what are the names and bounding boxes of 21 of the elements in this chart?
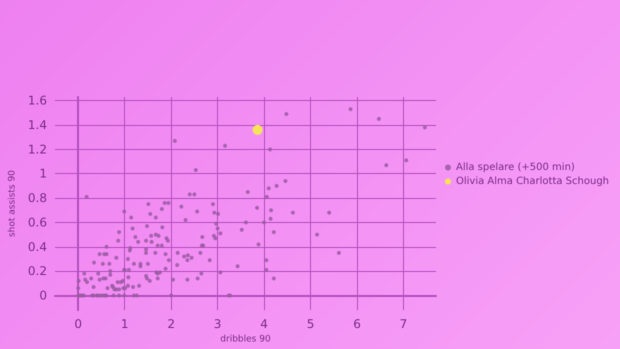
y-tick-label: 0.8 [28,191,47,206]
legend-label: Olivia Alma Charlotta Schough [456,176,610,187]
x-tick-label: 7 [400,317,408,332]
y-axis-title: shot assists 90 [8,170,18,238]
x-tick-label: 0 [74,317,82,332]
y-tick-label: 1.6 [28,94,47,108]
y-tick-label: 1.4 [28,118,47,132]
y-tick-label: 1 [39,166,47,181]
y-tick-label: 1.2 [28,142,47,156]
x-tick-label: 1 [120,317,128,332]
y-tick-label: 0 [39,288,47,302]
y-tick-label: 0.2 [28,264,47,278]
y-tick-label: 0.6 [28,215,47,230]
y-tick-label: 0.4 [28,240,47,254]
x-tick-label: 2 [167,317,175,332]
x-tick-label: 3 [214,317,222,332]
x-tick-label: 6 [353,317,361,332]
x-tick-label: 5 [306,317,314,332]
x-axis-title: dribbles 90 [220,334,271,344]
x-tick-label: 4 [260,317,268,332]
legend-label: Alla spelare (+500 min) [456,162,575,173]
